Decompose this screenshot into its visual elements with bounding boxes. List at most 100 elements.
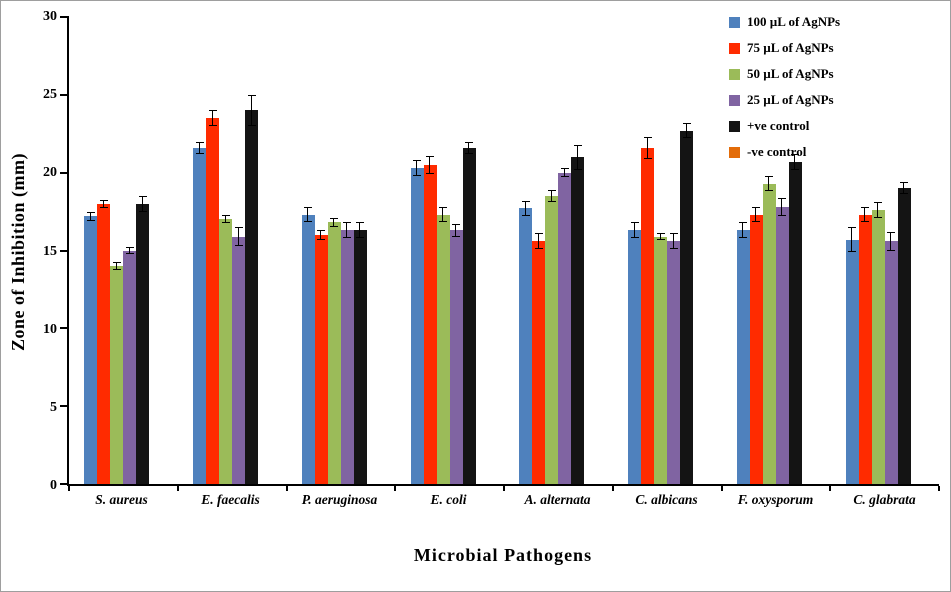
error-bar xyxy=(669,233,678,249)
bar xyxy=(788,161,802,484)
legend-item: 25 µL of AgNPs xyxy=(729,93,840,107)
error-bar xyxy=(330,217,339,228)
legend-label: 100 µL of AgNPs xyxy=(747,14,841,29)
bar-slot xyxy=(301,17,315,484)
bar xyxy=(84,216,98,484)
bar-slot xyxy=(410,17,424,484)
x-tick-mark xyxy=(720,486,723,491)
bar-slot xyxy=(258,17,271,484)
legend-swatch xyxy=(729,42,740,54)
bar xyxy=(858,214,872,484)
error-bar xyxy=(452,224,461,237)
legend-item: +ve control xyxy=(729,119,840,133)
bar xyxy=(680,130,694,484)
bar-slot xyxy=(219,17,233,484)
bar-group xyxy=(69,17,178,484)
legend-label: +ve control xyxy=(747,118,810,133)
bar-slot xyxy=(558,17,572,484)
error-bar xyxy=(465,141,474,154)
error-bar xyxy=(791,154,800,170)
bar xyxy=(571,157,585,484)
bar-slot xyxy=(532,17,546,484)
bar-slot xyxy=(110,17,124,484)
bar xyxy=(340,230,354,484)
error-bar xyxy=(208,110,217,126)
error-bar xyxy=(247,94,256,126)
error-bar xyxy=(752,206,761,223)
bar-group xyxy=(722,17,831,484)
bar xyxy=(884,241,898,484)
error-bar xyxy=(195,141,204,154)
bar xyxy=(301,214,315,484)
bar xyxy=(532,241,546,484)
bar xyxy=(641,147,655,484)
bar-group xyxy=(287,17,396,484)
bar-group xyxy=(178,17,287,484)
error-bar xyxy=(682,122,691,139)
y-tick-mark xyxy=(60,16,69,18)
x-tick-mark xyxy=(829,486,832,491)
bar-slot xyxy=(206,17,220,484)
x-axis-title: Microbial Pathogens xyxy=(413,545,593,565)
x-category-label: P. aeruginosa xyxy=(301,492,378,507)
bar-slot xyxy=(519,17,533,484)
error-bar xyxy=(874,202,883,218)
y-tick-label: 15 xyxy=(43,243,57,259)
bar-slot xyxy=(97,17,111,484)
bar-slot xyxy=(193,17,207,484)
error-bar xyxy=(861,206,870,223)
y-tick-mark xyxy=(60,483,69,485)
error-bar xyxy=(439,206,448,223)
bar xyxy=(245,110,259,484)
bar-slot xyxy=(693,17,706,484)
y-tick-label: 5 xyxy=(50,399,57,415)
bar-slot xyxy=(749,17,763,484)
bar-slot xyxy=(775,17,789,484)
bar-slot xyxy=(584,17,597,484)
error-bar xyxy=(356,222,365,239)
y-axis-tick-labels: 0 5 10 15 20 25 30 xyxy=(1,9,57,493)
legend-item: -ve control xyxy=(729,145,840,159)
x-category-label: A. alternata xyxy=(524,492,591,507)
legend: 100 µL of AgNPs 75 µL of AgNPs 50 µL of Ag… xyxy=(729,15,840,171)
y-tick-mark xyxy=(60,327,69,330)
plot-area xyxy=(60,16,940,491)
bar-slot xyxy=(149,17,162,484)
bar-groups-container xyxy=(69,17,939,484)
legend-swatch xyxy=(729,68,740,80)
error-bar xyxy=(739,222,748,239)
legend-item: 100 µL of AgNPs xyxy=(729,15,840,29)
bar-slot xyxy=(545,17,559,484)
error-bar xyxy=(778,197,787,217)
bar xyxy=(762,183,776,484)
y-tick-mark xyxy=(60,93,69,96)
bar xyxy=(749,214,763,484)
bar-slot xyxy=(327,17,341,484)
error-bar xyxy=(99,199,108,208)
bar-slot xyxy=(628,17,642,484)
bar xyxy=(558,172,572,484)
x-tick-mark xyxy=(285,486,288,491)
error-bar xyxy=(138,196,147,212)
y-tick-label: 0 xyxy=(50,478,57,493)
bar-slot xyxy=(762,17,776,484)
bar xyxy=(545,196,559,484)
bar-slot xyxy=(897,17,911,484)
error-bar xyxy=(343,222,352,239)
bar-slot xyxy=(136,17,150,484)
y-tick-label: 30 xyxy=(43,9,57,24)
error-bar xyxy=(656,232,665,241)
y-tick-label: 10 xyxy=(43,321,57,337)
bar-slot xyxy=(641,17,655,484)
bar-slot xyxy=(571,17,585,484)
legend-swatch xyxy=(729,120,740,132)
x-tick-mark xyxy=(394,486,397,491)
y-tick-mark xyxy=(60,405,69,408)
error-bar xyxy=(643,136,652,159)
x-category-label: F. oxysporum xyxy=(737,492,814,507)
bar-slot xyxy=(423,17,437,484)
y-tick-label: 25 xyxy=(43,87,57,103)
bar xyxy=(775,206,789,484)
error-bar xyxy=(900,182,909,195)
